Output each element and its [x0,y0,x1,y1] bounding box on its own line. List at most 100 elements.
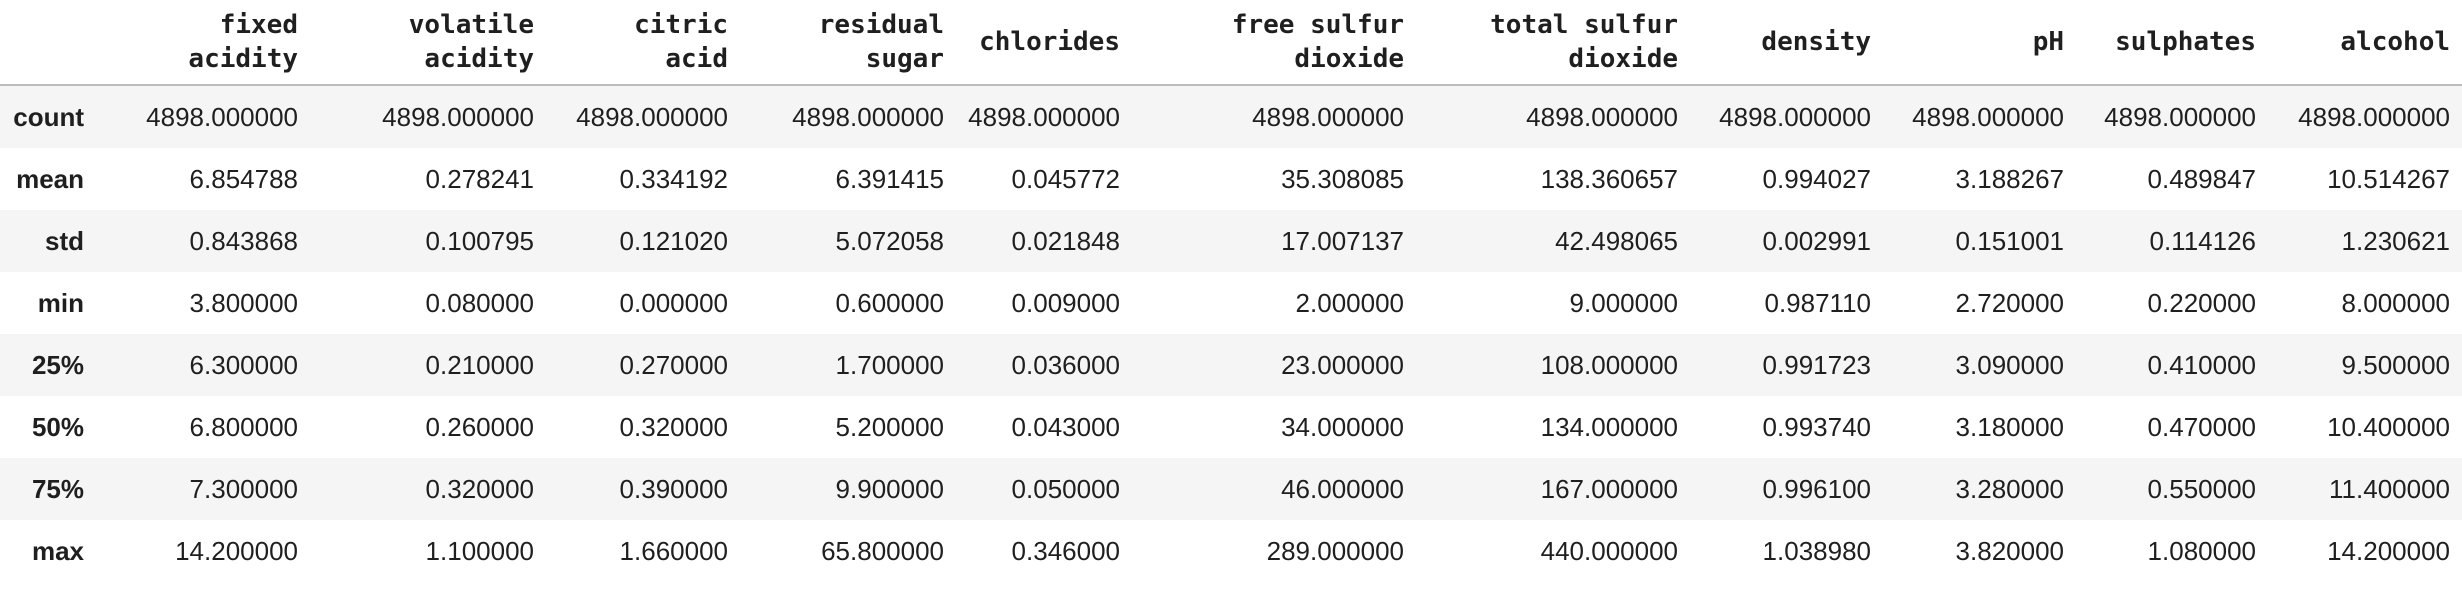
column-header: chlorides [956,0,1132,86]
header-row: fixed acidity volatile acidity citric acid res… [0,0,2462,86]
table-cell: 2.000000 [1295,287,1404,318]
table-cell: 46.000000 [1281,473,1404,504]
index-header-blank [0,0,96,86]
column-header-line: acidity [424,44,534,74]
table-row: min 3.800000 0.080000 0.000000 0.600000 0.009… [0,272,2462,334]
row-label: count [13,101,84,132]
table-cell: 5.072058 [835,225,944,256]
table-cell: 4898.000000 [2104,101,2256,132]
column-header-line: acid [665,44,728,74]
table-cell: 1.700000 [835,349,944,380]
table-cell: 0.220000 [2147,287,2256,318]
table-cell: 0.390000 [619,473,728,504]
table-cell: 0.036000 [1011,349,1120,380]
column-header-line: volatile [408,10,534,40]
table-row: count 4898.000000 4898.000000 4898.000000 48… [0,85,2462,148]
table-cell: 4898.000000 [792,101,944,132]
row-label: min [37,287,84,318]
table-cell: 1.080000 [2147,535,2256,566]
table-cell: 17.007137 [1281,225,1404,256]
column-header: fixed acidity [96,0,310,86]
table-cell: 4898.000000 [146,101,298,132]
table-cell: 134.000000 [1540,411,1678,442]
table-cell: 440.000000 [1540,535,1678,566]
table-cell: 0.410000 [2147,349,2256,380]
table-header: fixed acidity volatile acidity citric acid res… [0,0,2462,86]
table-cell: 0.000000 [619,287,728,318]
table-cell: 4898.000000 [1252,101,1404,132]
column-header: total sulfur dioxide [1416,0,1690,86]
table-cell: 5.200000 [835,411,944,442]
column-header-line: dioxide [1568,44,1678,74]
column-header: citric acid [546,0,740,86]
table-cell: 6.800000 [189,411,298,442]
table-cell: 1.230621 [2341,225,2450,256]
table-cell: 2.720000 [1955,287,2064,318]
table-cell: 10.400000 [2327,411,2450,442]
table-cell: 3.090000 [1955,349,2064,380]
column-header-line: acidity [188,44,298,74]
table-cell: 0.346000 [1011,535,1120,566]
row-label: max [31,535,84,566]
table-body: count 4898.000000 4898.000000 4898.000000 48… [0,85,2462,582]
row-label: std [45,225,84,256]
table-cell: 108.000000 [1540,349,1678,380]
table-cell: 3.820000 [1955,535,2064,566]
table-cell: 10.514267 [2327,163,2450,194]
table-cell: 6.300000 [189,349,298,380]
table-cell: 0.278241 [425,163,534,194]
column-header: free sulfur dioxide [1132,0,1416,86]
table-cell: 42.498065 [1555,225,1678,256]
table-cell: 167.000000 [1540,473,1678,504]
column-header-line: free sulfur [1231,10,1404,40]
table-cell: 4898.000000 [1719,101,1871,132]
column-header-line: dioxide [1294,44,1404,74]
row-label: mean [16,163,84,194]
column-header-line: sulphates [2115,27,2256,57]
table-cell: 0.996100 [1762,473,1871,504]
table-cell: 4898.000000 [382,101,534,132]
table-cell: 0.991723 [1762,349,1871,380]
table-cell: 9.900000 [835,473,944,504]
table-cell: 4898.000000 [1526,101,1678,132]
table-cell: 4898.000000 [1912,101,2064,132]
row-label: 50% [31,411,84,442]
table-cell: 289.000000 [1266,535,1404,566]
row-label: 75% [31,473,84,504]
table-row: max 14.200000 1.100000 1.660000 65.800000 0.3… [0,520,2462,582]
table-cell: 0.121020 [619,225,728,256]
table-cell: 0.470000 [2147,411,2256,442]
table-cell: 3.180000 [1955,411,2064,442]
table-cell: 0.843868 [189,225,298,256]
table-cell: 4898.000000 [968,101,1120,132]
column-header-line: alcohol [2340,27,2450,57]
table-cell: 0.002991 [1762,225,1871,256]
column-header-line: residual [818,10,944,40]
table-cell: 0.489847 [2147,163,2256,194]
table-row: 75% 7.300000 0.320000 0.390000 9.900000 0.050… [0,458,2462,520]
column-header-line: citric [634,10,728,40]
table-cell: 0.151001 [1955,225,2064,256]
table-cell: 0.334192 [619,163,728,194]
table-cell: 7.300000 [189,473,298,504]
table-cell: 1.100000 [425,535,534,566]
table-row: std 0.843868 0.100795 0.121020 5.072058 0.021… [0,210,2462,272]
table-cell: 0.600000 [835,287,944,318]
table-cell: 138.360657 [1540,163,1678,194]
table-cell: 23.000000 [1281,349,1404,380]
column-header-line: density [1761,27,1871,57]
table-cell: 35.308085 [1281,163,1404,194]
table-cell: 0.021848 [1011,225,1120,256]
table-cell: 0.210000 [425,349,534,380]
table-cell: 4898.000000 [2298,101,2450,132]
column-header: sulphates [2076,0,2268,86]
table-cell: 9.500000 [2341,349,2450,380]
table-cell: 6.391415 [835,163,944,194]
table-cell: 14.200000 [175,535,298,566]
table-cell: 0.080000 [425,287,534,318]
column-header-line: total sulfur [1490,10,1678,40]
table-row: 25% 6.300000 0.210000 0.270000 1.700000 0.036… [0,334,2462,396]
table-cell: 0.043000 [1011,411,1120,442]
table-cell: 0.009000 [1011,287,1120,318]
